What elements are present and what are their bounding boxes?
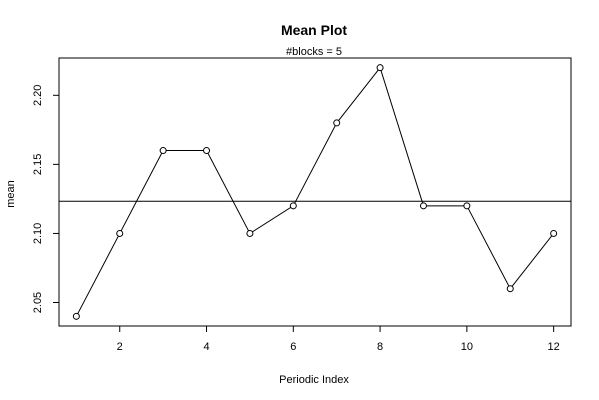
data-point (203, 147, 211, 155)
x-tick-label: 8 (377, 341, 383, 353)
x-tick-label: 6 (290, 341, 296, 353)
chart-subtitle: #blocks = 5 (286, 46, 342, 58)
x-axis: 2 4 6 8 10 12 (117, 326, 560, 353)
data-point (116, 229, 124, 237)
y-tick-label: 2.15 (32, 154, 44, 175)
data-point (419, 202, 427, 210)
data-point (289, 202, 297, 210)
data-point (246, 229, 254, 237)
x-tick-label: 12 (548, 341, 560, 353)
series-line (75, 66, 555, 317)
y-axis-label: mean (5, 180, 17, 208)
data-point (463, 202, 471, 210)
plot-frame (58, 57, 572, 327)
y-tick-label: 2.05 (32, 292, 44, 313)
data-point (72, 312, 80, 320)
y-axis: 2.05 2.10 2.15 2.20 (32, 85, 59, 313)
x-tick-label: 10 (461, 341, 473, 353)
series-points (72, 64, 558, 320)
data-point (506, 285, 514, 293)
x-axis-label: Periodic Index (279, 374, 349, 386)
x-tick-label: 4 (203, 341, 209, 353)
data-point (550, 229, 558, 237)
chart-title: Mean Plot (281, 22, 347, 38)
data-point (333, 119, 341, 127)
x-tick-label: 2 (117, 341, 123, 353)
data-point (159, 147, 167, 155)
y-tick-label: 2.10 (32, 223, 44, 244)
data-point (376, 64, 384, 72)
y-tick-label: 2.20 (32, 85, 44, 106)
